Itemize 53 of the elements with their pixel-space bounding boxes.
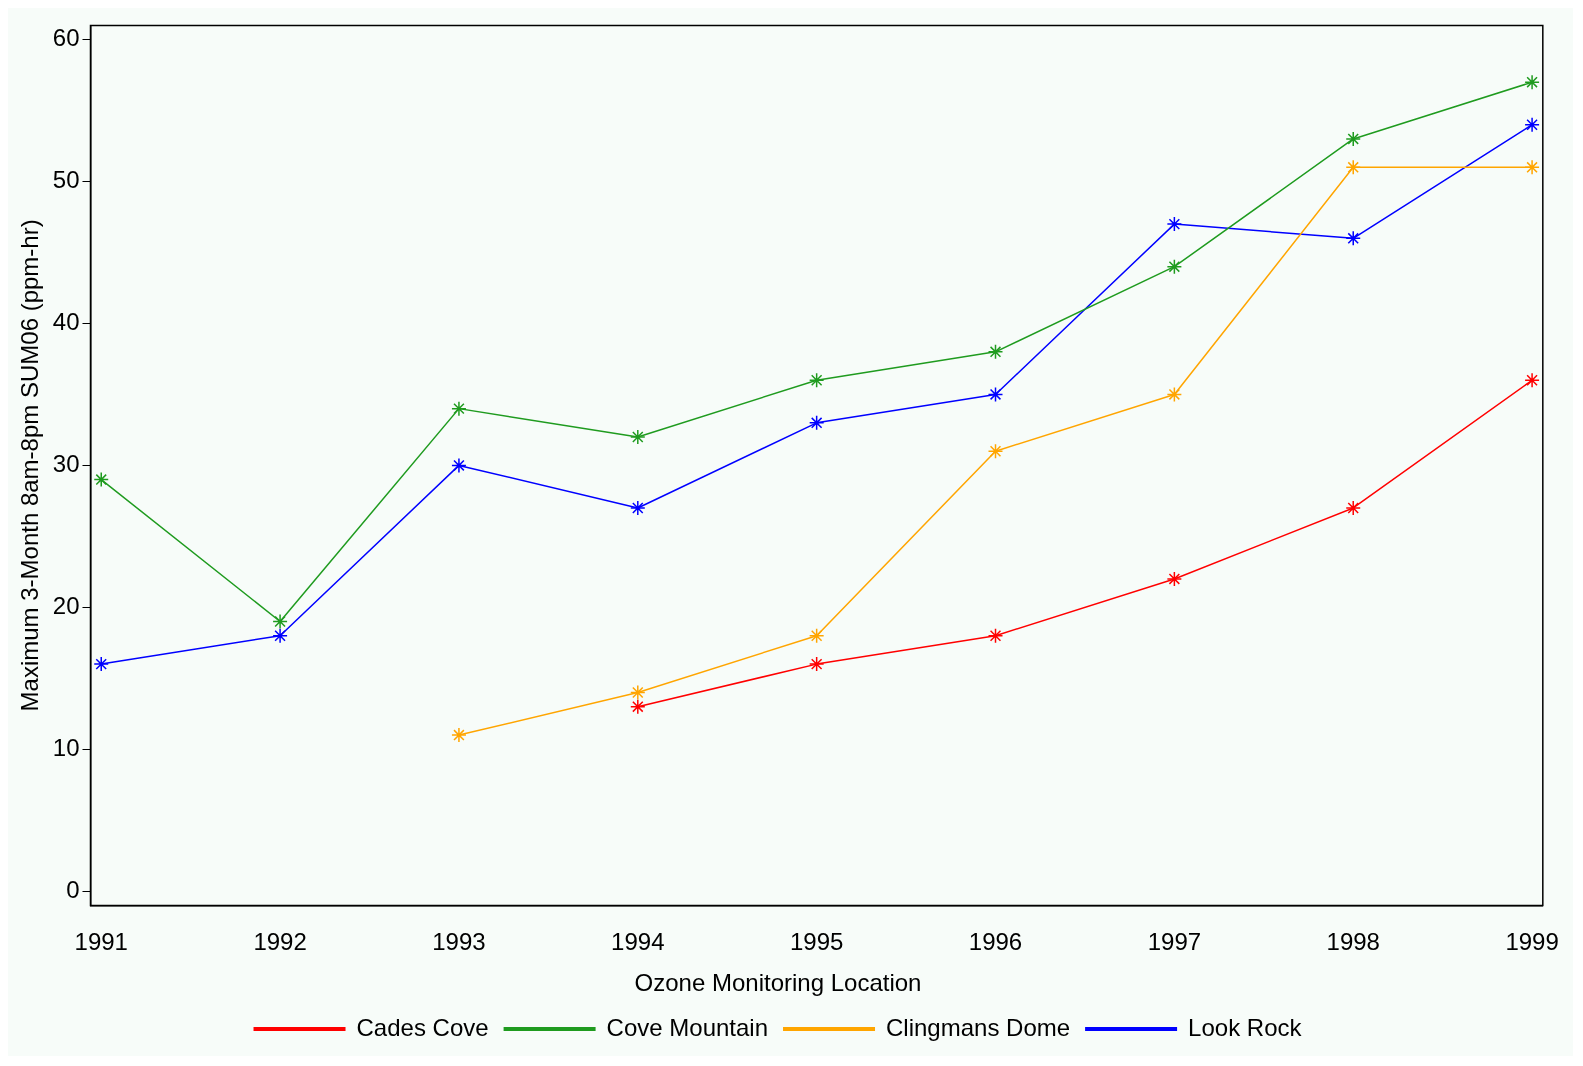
point bbox=[1345, 159, 1361, 176]
point bbox=[272, 627, 288, 644]
y-tick-label: 50 bbox=[52, 166, 80, 194]
x-tick-label: 1996 bbox=[968, 928, 1023, 956]
legend-label: Cades Cove bbox=[356, 1013, 489, 1041]
point bbox=[93, 471, 109, 488]
x-tick-label: 1994 bbox=[611, 928, 665, 956]
x-tick-label: 1992 bbox=[253, 928, 307, 956]
point bbox=[987, 627, 1004, 644]
point bbox=[1345, 230, 1361, 247]
legend-label: Clingmans Dome bbox=[886, 1013, 1071, 1041]
point bbox=[630, 500, 646, 516]
point bbox=[987, 443, 1004, 459]
point bbox=[630, 684, 646, 701]
legend-label: Cove Mountain bbox=[606, 1013, 769, 1041]
point bbox=[1345, 131, 1361, 147]
point bbox=[451, 727, 467, 743]
legend-label: Look Rock bbox=[1188, 1013, 1303, 1041]
point bbox=[1524, 74, 1540, 90]
point bbox=[451, 457, 467, 474]
x-tick-label: 1997 bbox=[1147, 928, 1202, 956]
point bbox=[1166, 386, 1183, 403]
y-tick-label: 0 bbox=[66, 875, 80, 903]
point bbox=[987, 344, 1004, 360]
y-tick-label: 60 bbox=[52, 24, 80, 52]
point bbox=[451, 400, 467, 417]
y-tick-label: 20 bbox=[52, 591, 80, 619]
point bbox=[1166, 216, 1183, 232]
y-tick-label: 40 bbox=[52, 308, 80, 336]
point bbox=[1166, 258, 1183, 275]
point bbox=[808, 415, 825, 431]
x-tick-label: 1998 bbox=[1326, 928, 1380, 956]
point bbox=[272, 613, 288, 630]
point bbox=[1166, 571, 1183, 587]
point bbox=[630, 698, 646, 715]
y-tick-label: 30 bbox=[52, 450, 80, 478]
point bbox=[1524, 117, 1540, 133]
point bbox=[1345, 500, 1361, 516]
point bbox=[987, 386, 1004, 403]
x-tick-label: 1991 bbox=[74, 928, 128, 956]
point bbox=[93, 656, 109, 672]
y-axis-title: Maximum 3-Month 8am-8pm SUM06 (ppm-hr) bbox=[16, 219, 44, 712]
point bbox=[630, 429, 646, 445]
x-tick-label: 1999 bbox=[1505, 928, 1559, 956]
x-tick-label: 1993 bbox=[432, 928, 486, 956]
point bbox=[1524, 159, 1540, 176]
legend-title: Ozone Monitoring Location bbox=[634, 968, 922, 996]
x-tick-label: 1995 bbox=[789, 928, 844, 956]
point bbox=[808, 372, 825, 388]
point bbox=[808, 656, 825, 672]
point bbox=[1524, 372, 1540, 388]
point bbox=[808, 627, 825, 644]
y-tick-label: 10 bbox=[52, 733, 80, 761]
